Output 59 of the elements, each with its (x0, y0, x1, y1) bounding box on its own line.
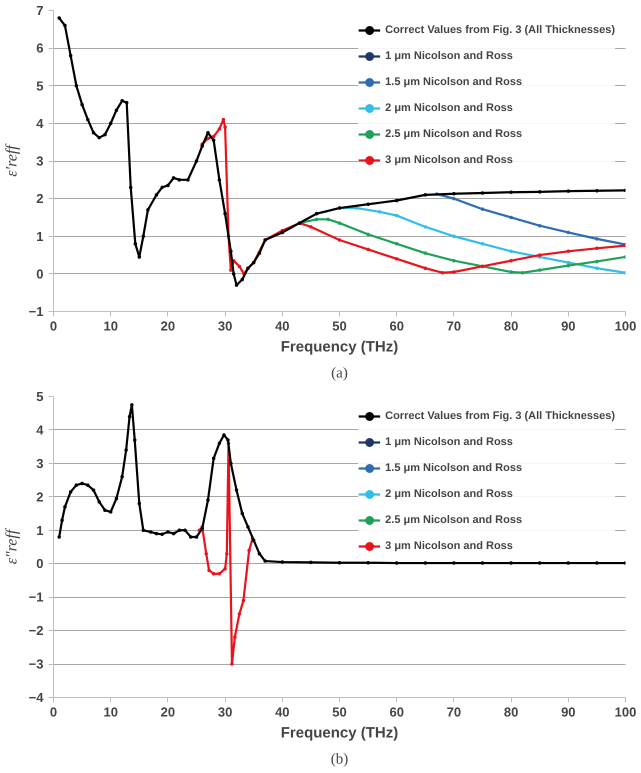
text: (b) (330, 752, 348, 768)
y-tick-label: 1 (36, 522, 44, 538)
legend-label: 1 μm Nicolson and Ross (385, 50, 513, 62)
legend-label: 2 μm Nicolson and Ross (385, 488, 513, 500)
x-tick-label: 30 (218, 318, 232, 334)
x-tick-label: 90 (561, 704, 576, 720)
legend-label: Correct Values from Fig. 3 (All Thicknesses) (385, 24, 615, 36)
y-tick-label: −1 (28, 590, 44, 605)
y-tick-label: 2 (36, 489, 44, 504)
x-tick-label: 100 (614, 318, 636, 334)
y-tick-label: 0 (36, 556, 44, 572)
legend-label: 2 μm Nicolson and Ross (385, 102, 513, 114)
y-tick-label: 1 (36, 228, 44, 244)
legend-label: Correct Values from Fig. 3 (All Thicknesses) (385, 410, 615, 422)
x-tick-label: 100 (614, 704, 636, 720)
y-tick-label: 4 (36, 422, 44, 438)
y-tick-label: 7 (36, 3, 44, 18)
x-tick-label: 60 (389, 704, 404, 720)
x-tick-label: 50 (332, 318, 347, 334)
x-tick-label: 80 (504, 318, 518, 334)
y-tick-label: 2 (36, 191, 44, 206)
x-tick-label: 30 (218, 704, 232, 720)
x-axis-title: Frequency (THz) (280, 338, 398, 356)
legend-label: 3 μm Nicolson and Ross (385, 154, 513, 166)
y-axis-title: ε″reff (4, 527, 21, 564)
y-tick-label: −4 (28, 690, 44, 705)
x-tick-label: 50 (332, 704, 347, 720)
y-tick-label: 5 (36, 389, 44, 404)
legend-label: 1 μm Nicolson and Ross (385, 436, 513, 448)
y-tick-label: 0 (36, 266, 44, 282)
x-axis-title: Frequency (THz) (280, 724, 398, 742)
legend-label: 3 μm Nicolson and Ross (385, 540, 513, 552)
text: (a) (331, 366, 348, 382)
x-tick-label: 70 (446, 704, 462, 720)
x-tick-label: 40 (275, 318, 290, 334)
x-tick-label: 0 (50, 704, 58, 720)
x-tick-label: 60 (389, 318, 404, 334)
y-tick-label: −3 (28, 656, 44, 672)
legend-label: 2.5 μm Nicolson and Ross (385, 514, 522, 526)
x-tick-label: 90 (561, 318, 576, 334)
y-tick-label: −2 (28, 623, 44, 638)
y-tick-label: −1 (28, 304, 44, 319)
legend-label: 1.5 μm Nicolson and Ross (385, 76, 522, 88)
y-tick-label: 3 (36, 154, 44, 168)
y-tick-label: 3 (36, 456, 44, 471)
x-tick-label: 0 (50, 318, 58, 334)
x-tick-label: 40 (275, 704, 290, 720)
x-tick-label: 20 (160, 318, 176, 334)
y-tick-label: 6 (36, 40, 44, 56)
x-tick-label: 80 (504, 704, 518, 720)
x-tick-label: 70 (446, 318, 462, 334)
y-tick-label: 4 (36, 116, 44, 131)
x-tick-label: 20 (160, 704, 176, 720)
x-tick-label: 10 (103, 704, 118, 720)
y-tick-label: 5 (36, 78, 44, 94)
legend-label: 1.5 μm Nicolson and Ross (385, 462, 522, 474)
legend-label: 2.5 μm Nicolson and Ross (385, 128, 522, 140)
y-axis-title: ε′reff (4, 142, 21, 177)
x-tick-label: 10 (103, 318, 118, 334)
